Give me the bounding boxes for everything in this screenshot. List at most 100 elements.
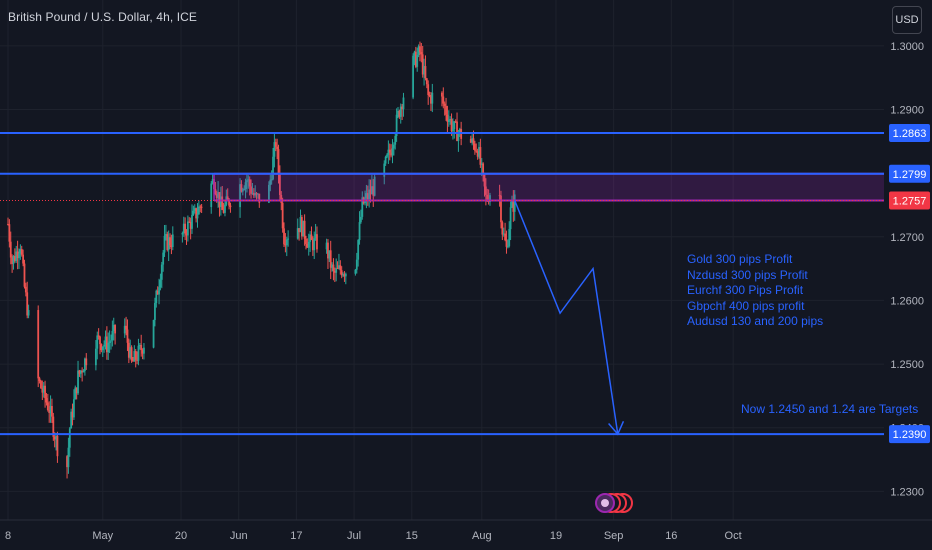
resistance-zone (214, 173, 884, 201)
candle-body (184, 223, 187, 234)
candle-body (366, 193, 369, 200)
candle-body (270, 179, 273, 181)
candle-body (280, 195, 283, 203)
candle-body (452, 129, 454, 132)
y-tick-label: 1.2300 (890, 486, 924, 498)
candle-body (20, 249, 23, 255)
candle-body (504, 233, 506, 241)
candle-body (506, 246, 509, 248)
candle-body (16, 251, 19, 259)
candle-body (248, 179, 251, 187)
candle-body (132, 360, 134, 362)
candle-body (420, 52, 423, 55)
candle-body (38, 378, 41, 381)
x-tick-label: Sep (604, 530, 624, 542)
x-tick-label: 17 (290, 530, 302, 542)
price-badge (889, 164, 930, 183)
candle-body (339, 265, 342, 271)
candle-body (52, 416, 55, 437)
candle-body (81, 370, 84, 373)
candle-body (305, 238, 307, 244)
candle-body (134, 351, 137, 360)
candle-body (224, 204, 226, 213)
candle-body (313, 238, 316, 251)
candle-body (127, 342, 130, 358)
candle-body (482, 163, 485, 174)
candle-body (246, 180, 248, 183)
candle-body (244, 182, 247, 190)
candle-body (331, 264, 333, 268)
candle-body (401, 106, 404, 110)
candle-body (18, 253, 20, 259)
candle-body (22, 254, 25, 264)
candle-body (502, 233, 505, 235)
event-markers-icon[interactable] (590, 490, 638, 516)
candle-body (473, 143, 476, 151)
candle-body (49, 406, 52, 413)
candle-body (424, 66, 427, 79)
profit-note: Gbpchf 400 pips profit (687, 298, 805, 313)
candle-body (310, 234, 313, 240)
candle-body (200, 206, 203, 208)
candle-body (386, 154, 388, 157)
y-tick-label: 1.3000 (890, 41, 924, 53)
price-badge-label: 1.2863 (893, 128, 927, 140)
candle-body (97, 335, 100, 337)
candle-body (141, 350, 144, 354)
candle-body (489, 195, 491, 203)
candle-body (311, 239, 314, 251)
candle-body (104, 336, 107, 345)
candle-body (457, 133, 460, 141)
candle-body (398, 110, 401, 117)
candle-body (342, 274, 344, 276)
candle-body (402, 97, 405, 110)
candle-body (278, 174, 281, 196)
candle-body (479, 147, 482, 165)
y-tick-label: 1.2900 (890, 104, 924, 116)
candle-body (268, 184, 270, 203)
candle-body (101, 346, 104, 351)
candle-body (156, 290, 159, 295)
candle-body (221, 196, 224, 210)
candle-body (48, 410, 51, 413)
candle-body (394, 136, 397, 145)
candle-body (255, 193, 258, 195)
candle-body (215, 194, 218, 198)
candle-body (508, 229, 511, 247)
candle-body (450, 119, 453, 132)
candle-body (75, 387, 78, 394)
candle-body (333, 270, 336, 273)
x-tick-label: 20 (175, 530, 187, 542)
price-badge-label: 1.2390 (893, 429, 927, 441)
candle-body (19, 249, 22, 254)
candle-body (453, 121, 456, 130)
candle-body (247, 179, 250, 181)
x-tick-label: 19 (550, 530, 562, 542)
candle-body (23, 263, 26, 287)
candle-body (332, 264, 335, 271)
candle-body (277, 149, 280, 175)
candle-body (300, 217, 303, 237)
currency-button[interactable]: USD (892, 6, 922, 34)
candle-body (456, 121, 458, 141)
candle-body (358, 222, 361, 241)
candle-body (252, 192, 255, 196)
candle-body (486, 194, 489, 200)
candle-body (162, 252, 165, 265)
candle-body (287, 238, 290, 240)
candle-body (447, 119, 450, 122)
candle-body (85, 358, 88, 366)
x-tick-label: Jul (347, 530, 361, 542)
candle-body (199, 206, 202, 208)
x-tick-label: Jun (230, 530, 248, 542)
candle-body (111, 331, 114, 341)
candle-body (392, 144, 395, 149)
candle-body (182, 223, 185, 234)
candle-body (181, 233, 184, 235)
candle-body (428, 94, 431, 96)
candle-body (344, 273, 347, 277)
candle-body (372, 186, 375, 196)
candle-body (442, 96, 445, 104)
candle-body (390, 152, 393, 156)
